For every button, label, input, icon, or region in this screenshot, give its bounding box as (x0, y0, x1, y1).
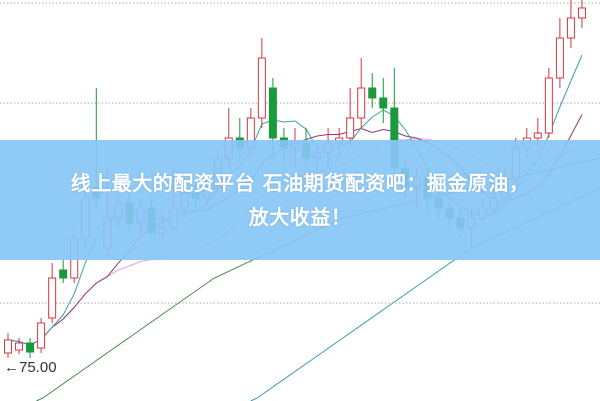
candle (544, 68, 553, 138)
candle-body (48, 277, 57, 319)
candle-body (4, 339, 12, 354)
candle-body (533, 132, 542, 139)
candle (357, 58, 366, 128)
candle (59, 258, 68, 283)
candle (379, 78, 388, 123)
candle-body (268, 87, 277, 139)
candle (26, 338, 35, 358)
candle (577, 0, 586, 28)
candle-body (37, 322, 46, 349)
candle-body (346, 117, 355, 139)
banner-headline-line2: 放大收益！ (248, 205, 352, 229)
candle-body (577, 7, 586, 19)
candle-body (368, 87, 377, 99)
candle-body (544, 77, 553, 134)
banner-headline-line1: 线上最大的配资平台 石油期货配资吧：掘金原油， (70, 171, 530, 195)
candle (48, 263, 57, 323)
candle (4, 333, 12, 358)
candle-body (15, 342, 24, 351)
candle-body (59, 269, 68, 279)
promo-banner[interactable]: 线上最大的配资平台 石油期货配资吧：掘金原油， 放大收益！ (0, 140, 600, 260)
candle-body (566, 17, 575, 39)
candle (346, 88, 355, 148)
candle (37, 318, 46, 353)
candle (257, 38, 266, 128)
candle-body (379, 97, 388, 109)
candle-body (357, 87, 366, 119)
candle (566, 0, 575, 48)
candle (368, 73, 377, 108)
reference-price-label: ←75.00 (4, 359, 57, 376)
candle (555, 18, 564, 88)
candle-body (26, 342, 35, 353)
candle-body (257, 57, 266, 119)
candle-body (555, 37, 564, 79)
candle (15, 338, 24, 354)
